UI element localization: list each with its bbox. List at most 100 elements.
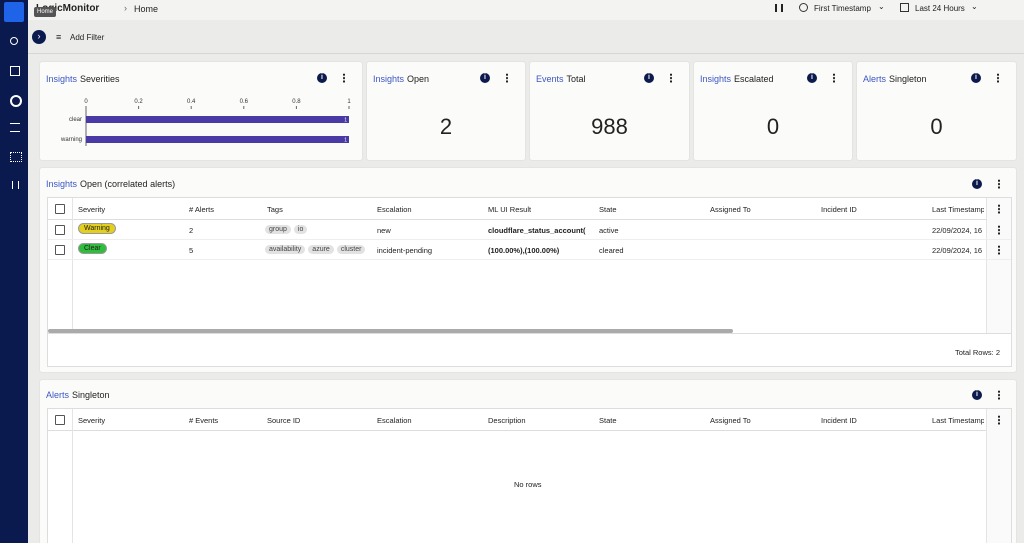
add-filter[interactable]: Add Filter bbox=[70, 33, 105, 42]
column-header[interactable]: Incident ID bbox=[821, 416, 857, 425]
column-header[interactable]: ML UI Result bbox=[488, 205, 532, 214]
singleton-table-card: Alerts Singleton i Severity # Events Source… bbox=[40, 380, 1016, 543]
column-header[interactable]: Tags bbox=[267, 205, 283, 214]
count-cell: 2 bbox=[189, 226, 194, 235]
breadcrumb[interactable]: Home bbox=[134, 4, 159, 14]
widget-title: Insights Escalated bbox=[700, 74, 774, 84]
brand[interactable]: LogicMonitor bbox=[36, 3, 100, 14]
column-header[interactable]: State bbox=[599, 205, 617, 214]
tag: io bbox=[293, 225, 308, 234]
sort-icon[interactable] bbox=[12, 181, 19, 189]
widget-card: Insights Severities i 0 0.2 0.4 0.6 0.8 1 clear 1 w… bbox=[40, 62, 362, 160]
title: Total bbox=[566, 74, 586, 84]
title: Severities bbox=[80, 74, 120, 84]
chevron: › bbox=[124, 3, 127, 13]
checkbox[interactable] bbox=[55, 204, 65, 214]
time-range-select[interactable]: Last 24 Hours bbox=[915, 4, 965, 13]
column-header[interactable]: Incident ID bbox=[821, 205, 857, 214]
divider bbox=[28, 53, 1024, 54]
x-tick-label: 0.8 bbox=[292, 99, 301, 105]
checkbox[interactable] bbox=[55, 415, 65, 425]
column-header[interactable]: Assigned To bbox=[710, 205, 751, 214]
checkbox[interactable] bbox=[55, 225, 65, 235]
info-icon[interactable]: i bbox=[972, 390, 982, 400]
info-icon[interactable]: i bbox=[807, 73, 817, 83]
last-timestamp-cell: 22/09/2024, 16 bbox=[932, 246, 983, 255]
menu-button[interactable] bbox=[506, 73, 508, 83]
action-column bbox=[986, 198, 1011, 333]
tag: availability bbox=[265, 245, 306, 254]
bar bbox=[86, 136, 349, 143]
menu-button[interactable] bbox=[343, 73, 345, 83]
column-header[interactable]: Severity bbox=[78, 205, 106, 214]
search-icon[interactable] bbox=[10, 37, 18, 45]
clock-icon bbox=[799, 3, 808, 12]
column-header[interactable]: Severity bbox=[78, 416, 106, 425]
x-tick-label: 0.4 bbox=[187, 99, 196, 105]
widget-card: Insights Escalated i 0 bbox=[694, 62, 852, 160]
severity-cell: Clear bbox=[78, 243, 107, 254]
menu-button[interactable] bbox=[670, 73, 672, 83]
title-prefix: Alerts bbox=[46, 390, 70, 400]
total-rows: Total Rows: 2 bbox=[954, 348, 1000, 357]
row-gutter bbox=[72, 198, 73, 333]
list-icon[interactable] bbox=[10, 123, 20, 132]
menu-button[interactable] bbox=[997, 73, 999, 83]
severity-badge: Clear bbox=[78, 243, 107, 254]
column-header[interactable]: # Events bbox=[189, 416, 219, 425]
expand-button[interactable]: › bbox=[32, 30, 46, 44]
widget-value: 0 bbox=[930, 114, 943, 139]
info-icon[interactable]: i bbox=[480, 73, 490, 83]
x-tick-label: 0.2 bbox=[134, 99, 143, 105]
header-menu[interactable] bbox=[998, 204, 1000, 214]
column-header[interactable]: Description bbox=[488, 416, 526, 425]
column-header[interactable]: # Alerts bbox=[189, 205, 215, 214]
widget-value: 0 bbox=[766, 114, 780, 139]
empty-message: No rows bbox=[514, 480, 542, 489]
pause-button[interactable] bbox=[775, 4, 783, 12]
home-button[interactable] bbox=[4, 2, 24, 22]
info-icon[interactable]: i bbox=[644, 73, 654, 83]
title-prefix: Insights bbox=[700, 74, 732, 84]
title: Singleton bbox=[889, 74, 927, 84]
table-row bbox=[48, 220, 1011, 240]
menu-button[interactable] bbox=[833, 73, 835, 83]
grid: Severity # Alerts Tags Escalation ML UI Resu… bbox=[47, 197, 1012, 334]
column-header[interactable]: Source ID bbox=[267, 416, 301, 425]
header: LogicMonitor › Home First Timestamp ⌄ La… bbox=[28, 0, 1024, 20]
state-cell: active bbox=[599, 226, 619, 235]
title: Singleton bbox=[72, 390, 110, 400]
column-header[interactable]: Escalation bbox=[377, 416, 412, 425]
dashboard-icon[interactable] bbox=[10, 66, 20, 76]
column-header[interactable]: Assigned To bbox=[710, 416, 751, 425]
tooltip-text: Home bbox=[37, 9, 54, 15]
timestamp-select[interactable]: First Timestamp bbox=[814, 4, 871, 13]
header-menu[interactable] bbox=[998, 415, 1000, 425]
topology-icon[interactable] bbox=[10, 152, 22, 162]
filter-icon: ≡ bbox=[56, 32, 62, 42]
count-cell: 5 bbox=[189, 246, 194, 255]
checkbox[interactable] bbox=[55, 245, 65, 255]
info-icon[interactable]: i bbox=[317, 73, 327, 83]
chart: 0 0.2 0.4 0.6 0.8 1 clear 1 warning 1 bbox=[60, 99, 351, 146]
info-icon[interactable]: i bbox=[972, 179, 982, 189]
dropdown-arrow: ⌄ bbox=[878, 2, 885, 11]
menu-button[interactable] bbox=[998, 390, 1000, 400]
header-row bbox=[48, 198, 1011, 220]
column-header[interactable]: Last Timestamp bbox=[932, 416, 984, 425]
column-header[interactable]: Escalation bbox=[377, 205, 412, 214]
value-label: 1 bbox=[344, 118, 347, 124]
settings-icon[interactable] bbox=[10, 95, 22, 107]
widget-title: Events Total bbox=[536, 74, 586, 84]
title: Escalated bbox=[734, 74, 774, 84]
x-tick-label: 0 bbox=[84, 99, 88, 105]
menu-button[interactable] bbox=[998, 179, 1000, 189]
column-header[interactable]: Last Timestamp bbox=[932, 205, 984, 214]
row-menu[interactable] bbox=[998, 225, 1000, 235]
card-title: Alerts Singleton bbox=[46, 390, 110, 400]
title: Open bbox=[407, 74, 430, 84]
info-icon[interactable]: i bbox=[971, 73, 981, 83]
column-header[interactable]: State bbox=[599, 416, 617, 425]
row-menu[interactable] bbox=[998, 245, 1000, 255]
